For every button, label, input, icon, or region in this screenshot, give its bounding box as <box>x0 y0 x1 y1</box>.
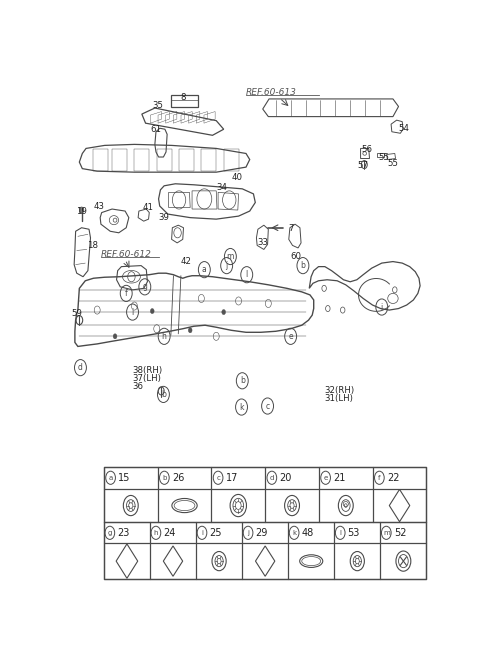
Circle shape <box>79 207 84 213</box>
Text: 38(RH): 38(RH) <box>132 366 163 375</box>
Text: e: e <box>324 475 328 481</box>
Bar <box>104 466 426 579</box>
Text: l: l <box>246 270 248 279</box>
Text: d: d <box>270 475 274 481</box>
Text: j: j <box>226 261 228 270</box>
Text: 41: 41 <box>143 203 154 211</box>
Text: b: b <box>240 377 245 385</box>
Text: c: c <box>216 475 220 481</box>
Text: m: m <box>227 252 234 261</box>
Text: k: k <box>240 403 244 411</box>
Text: REF.60-613: REF.60-613 <box>246 89 297 97</box>
Text: d: d <box>78 363 83 372</box>
Text: 60: 60 <box>290 252 301 261</box>
Text: l: l <box>339 530 341 536</box>
Circle shape <box>150 308 154 314</box>
Text: 42: 42 <box>180 257 191 266</box>
Text: b: b <box>162 475 167 481</box>
Text: e: e <box>288 332 293 341</box>
Text: 20: 20 <box>279 473 292 483</box>
Text: 32(RH): 32(RH) <box>325 386 355 396</box>
Text: 29: 29 <box>255 528 268 538</box>
Text: i: i <box>201 530 203 536</box>
Text: 34: 34 <box>216 183 227 192</box>
Circle shape <box>222 310 226 315</box>
Text: 17: 17 <box>226 473 238 483</box>
Text: 7: 7 <box>289 224 294 234</box>
Text: 24: 24 <box>163 528 176 538</box>
Text: 61: 61 <box>150 125 161 134</box>
Text: 53: 53 <box>348 528 360 538</box>
Text: 26: 26 <box>172 473 184 483</box>
Text: 37(LH): 37(LH) <box>132 375 161 383</box>
Circle shape <box>188 328 192 333</box>
Text: 39: 39 <box>158 213 169 222</box>
Text: 25: 25 <box>209 528 222 538</box>
Text: g: g <box>108 530 112 536</box>
Text: 23: 23 <box>117 528 130 538</box>
Text: b: b <box>161 390 166 399</box>
Text: 35: 35 <box>152 101 163 110</box>
Text: 43: 43 <box>94 202 105 211</box>
Text: i: i <box>132 308 133 317</box>
Text: g: g <box>143 282 147 291</box>
Text: 55: 55 <box>387 159 398 168</box>
Text: 15: 15 <box>118 473 131 483</box>
Text: 48: 48 <box>301 528 314 538</box>
Text: 36: 36 <box>132 382 144 392</box>
Text: m: m <box>383 530 390 536</box>
Text: i: i <box>381 302 383 312</box>
Text: 59: 59 <box>71 309 82 318</box>
Text: 52: 52 <box>394 528 406 538</box>
Text: 54: 54 <box>398 124 409 133</box>
Text: j: j <box>247 530 249 536</box>
Text: k: k <box>292 530 296 536</box>
Text: a: a <box>108 475 113 481</box>
Text: h: h <box>154 530 158 536</box>
Text: REF.60-612: REF.60-612 <box>101 250 152 259</box>
Text: f: f <box>378 475 381 481</box>
Text: f: f <box>125 289 128 298</box>
Text: h: h <box>162 332 167 341</box>
Text: 8: 8 <box>180 93 185 102</box>
Text: 21: 21 <box>333 473 346 483</box>
Text: 40: 40 <box>231 173 242 182</box>
Text: 55: 55 <box>378 152 389 161</box>
Text: c: c <box>265 401 270 411</box>
Text: 57: 57 <box>358 161 369 170</box>
Text: 33: 33 <box>257 238 268 247</box>
Text: 18: 18 <box>87 241 98 250</box>
Text: a: a <box>202 265 207 274</box>
Text: 22: 22 <box>387 473 399 483</box>
Text: 31(LH): 31(LH) <box>325 394 354 403</box>
Text: 56: 56 <box>361 145 372 154</box>
Text: b: b <box>300 261 305 270</box>
Text: 19: 19 <box>76 207 86 216</box>
Circle shape <box>113 334 117 339</box>
